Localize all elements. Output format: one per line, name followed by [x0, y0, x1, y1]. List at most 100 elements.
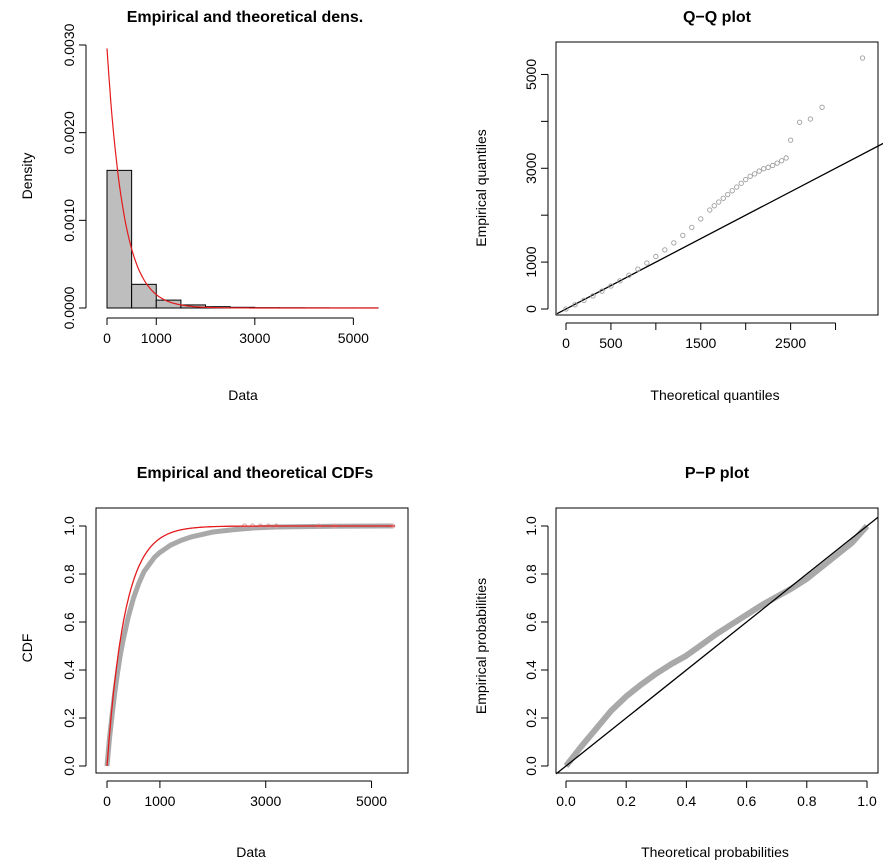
qq-point [807, 116, 814, 122]
density-x-tick-label: 0 [103, 330, 111, 346]
pp-x-tick-label: 0.2 [616, 793, 636, 809]
density-axes: 0 1000 3000 5000 0.0000 0.0010 0.0020 0.0030 [61, 23, 369, 346]
cdf-y-tick-label: 0.2 [61, 708, 77, 728]
qq-point [720, 195, 726, 201]
qq-point [563, 306, 569, 312]
cdf-y-tick-label: 0.8 [61, 564, 77, 584]
qq-point [635, 266, 641, 272]
cdf-empirical-curve [104, 523, 393, 767]
qq-point [707, 207, 713, 213]
qq-point [770, 162, 776, 169]
density-histogram-bar [155, 299, 182, 309]
qq-point [711, 203, 717, 209]
pp-xlabel: Theoretical probabilities [641, 844, 789, 860]
pp-y-tick-label: 0.6 [523, 612, 539, 632]
qq-point [599, 288, 605, 294]
pp-y-tick-label: 1.0 [523, 516, 539, 536]
density-bars [106, 169, 379, 309]
qq-point [738, 180, 744, 186]
pp-title: P−P plot [685, 465, 750, 482]
qq-point [581, 297, 587, 303]
qq-point [725, 191, 731, 198]
qq-point [765, 164, 771, 170]
density-xlabel: Data [228, 387, 258, 403]
qq-axes: 0 500 1500 2500 0 1000 3000 5000 [523, 59, 837, 351]
cdf-y-tick-label: 0.4 [61, 660, 77, 680]
panel-cdf: Empirical and theoretical CDFs Data CDF … [19, 465, 409, 860]
density-ylabel: Density [19, 153, 35, 200]
qq-title: Q−Q plot [683, 9, 752, 26]
qq-point [698, 216, 704, 222]
pp-x-tick-label: 1.0 [857, 793, 877, 809]
qq-point [796, 119, 803, 125]
qq-y-tick-label: 0 [523, 305, 539, 313]
pp-x-tick-label: 0.4 [677, 793, 697, 809]
qq-point [617, 278, 623, 284]
cdf-axes: 0 1000 3000 5000 0.0 0.2 0.4 0.6 0.8 1.0 [61, 516, 387, 809]
qq-point [671, 240, 677, 246]
qq-point [572, 302, 578, 308]
qq-x-tick-label: 2500 [775, 335, 806, 351]
density-y-tick-label: 0.0010 [61, 199, 77, 242]
density-histogram-bar [106, 169, 133, 309]
density-theoretical-curve [106, 48, 378, 309]
qq-y-tick-label: 1000 [523, 246, 539, 277]
qq-point [774, 160, 780, 166]
pp-x-tick-label: 0.8 [797, 793, 817, 809]
cdf-theoretical-curve [106, 525, 395, 767]
density-x-tick-label: 1000 [141, 330, 172, 346]
cdf-y-tick-label: 1.0 [61, 516, 77, 536]
pp-x-tick-label: 0.0 [556, 793, 576, 809]
pp-plot-frame [555, 507, 879, 774]
pp-ylabel: Empirical probabilities [473, 578, 489, 714]
qq-points [563, 55, 866, 312]
qq-y-tick-label: 5000 [523, 59, 539, 90]
qq-point [756, 168, 762, 174]
qq-point [680, 232, 686, 239]
density-y-tick-label: 0.0020 [61, 111, 77, 154]
cdf-y-tick-label: 0.0 [61, 756, 77, 776]
cdf-xlabel: Data [236, 844, 266, 860]
pp-axes: 0.0 0.2 0.4 0.6 0.8 1.0 0.0 0.2 0.4 0.6 0.8 1.0 [523, 516, 877, 809]
qq-xlabel: Theoretical quantiles [650, 387, 779, 403]
qq-point [729, 188, 735, 194]
qq-reference-line [556, 142, 883, 315]
pp-y-tick-label: 0.8 [523, 564, 539, 584]
pp-x-tick-label: 0.6 [737, 793, 757, 809]
density-x-tick-label: 5000 [338, 330, 369, 346]
panel-qq: Q−Q plot Theoretical quantiles Empirical… [473, 9, 883, 403]
qq-point [859, 55, 866, 61]
qq-y-tick-label: 3000 [523, 152, 539, 183]
density-x-tick-label: 3000 [239, 330, 270, 346]
density-y-tick-label: 0.0000 [61, 286, 77, 329]
qq-point [644, 260, 650, 266]
pp-y-tick-label: 0.0 [523, 756, 539, 776]
qq-x-tick-label: 500 [599, 335, 623, 351]
cdf-x-tick-label: 1000 [144, 793, 175, 809]
qq-point [626, 272, 632, 278]
pp-y-tick-label: 0.4 [523, 660, 539, 680]
cdf-ylabel: CDF [19, 634, 35, 663]
qq-x-tick-label: 0 [562, 335, 570, 351]
pp-reference-line [555, 516, 879, 775]
density-histogram-bar [131, 283, 157, 309]
density-y-tick-label: 0.0030 [61, 23, 77, 66]
qq-point [662, 247, 668, 253]
qq-point [778, 158, 785, 164]
qq-point [608, 283, 614, 289]
cdf-x-tick-label: 0 [103, 793, 111, 809]
qq-point [689, 224, 695, 231]
qq-point [761, 166, 767, 172]
cdf-x-tick-label: 3000 [250, 793, 281, 809]
panel-density: Empirical and theoretical dens. Data Den… [19, 9, 379, 403]
qq-point [743, 176, 749, 183]
qq-point [783, 155, 789, 161]
cdf-plot-frame [95, 507, 409, 774]
cdf-x-tick-label: 5000 [356, 793, 387, 809]
qq-point [590, 293, 596, 299]
qq-point [716, 199, 722, 205]
pp-y-tick-label: 0.2 [523, 708, 539, 728]
qq-point [819, 104, 825, 110]
qq-point [747, 173, 753, 179]
